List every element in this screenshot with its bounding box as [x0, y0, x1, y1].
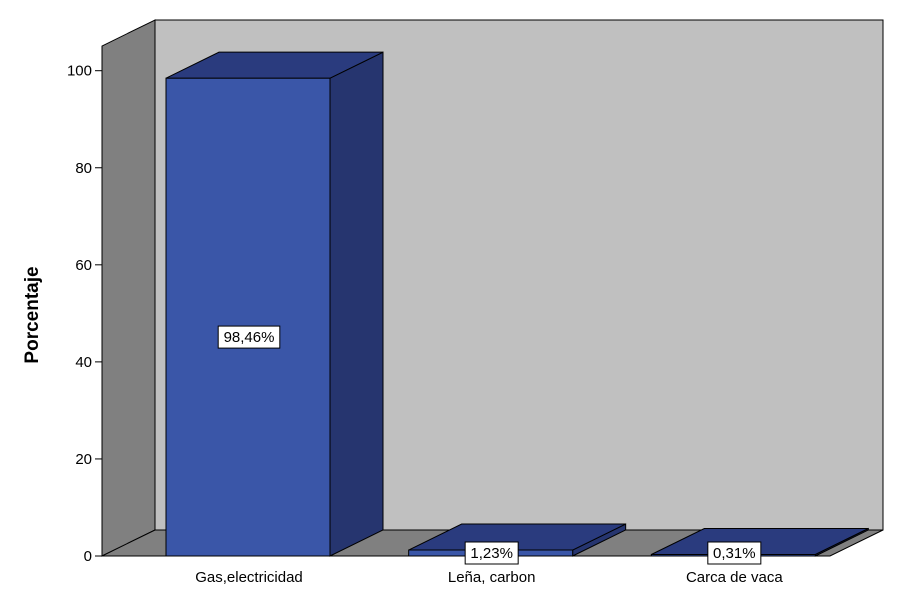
y-tick-label: 20: [75, 451, 92, 468]
bar: [165, 51, 384, 557]
y-tick-label: 40: [75, 354, 92, 371]
y-axis: 0 20 40 60 80 100: [67, 46, 103, 565]
data-label-box: [464, 541, 519, 565]
bar: [408, 523, 627, 557]
data-label-box: [217, 325, 281, 349]
data-label-text: 1,23%: [470, 545, 513, 562]
data-label-text: 0,31%: [713, 545, 756, 562]
x-category-label: Carca de vaca: [686, 569, 783, 586]
bar-top: [165, 51, 384, 79]
side-wall: [101, 19, 156, 557]
bar: [650, 527, 869, 557]
y-tick-label: 0: [84, 548, 92, 565]
labels-group: 98,46% Gas,electricidad 1,23% Leña, carbon 0…: [195, 325, 783, 586]
bars-group: [165, 51, 869, 557]
bar-front: [165, 77, 331, 557]
data-label: 1,23%: [464, 541, 519, 565]
x-category-label: Gas,electricidad: [195, 569, 303, 586]
y-tick-label: 100: [67, 63, 92, 80]
y-tick-label: 80: [75, 160, 92, 177]
data-label: 98,46%: [217, 325, 281, 349]
y-tick-label: 60: [75, 257, 92, 274]
bar-side: [329, 51, 384, 557]
data-label: 0,31%: [707, 541, 762, 565]
y-axis-label: Porcentaje: [22, 266, 43, 363]
data-label-box: [707, 541, 762, 565]
data-label-text: 98,46%: [224, 329, 275, 346]
x-category-label: Leña, carbon: [448, 569, 536, 586]
